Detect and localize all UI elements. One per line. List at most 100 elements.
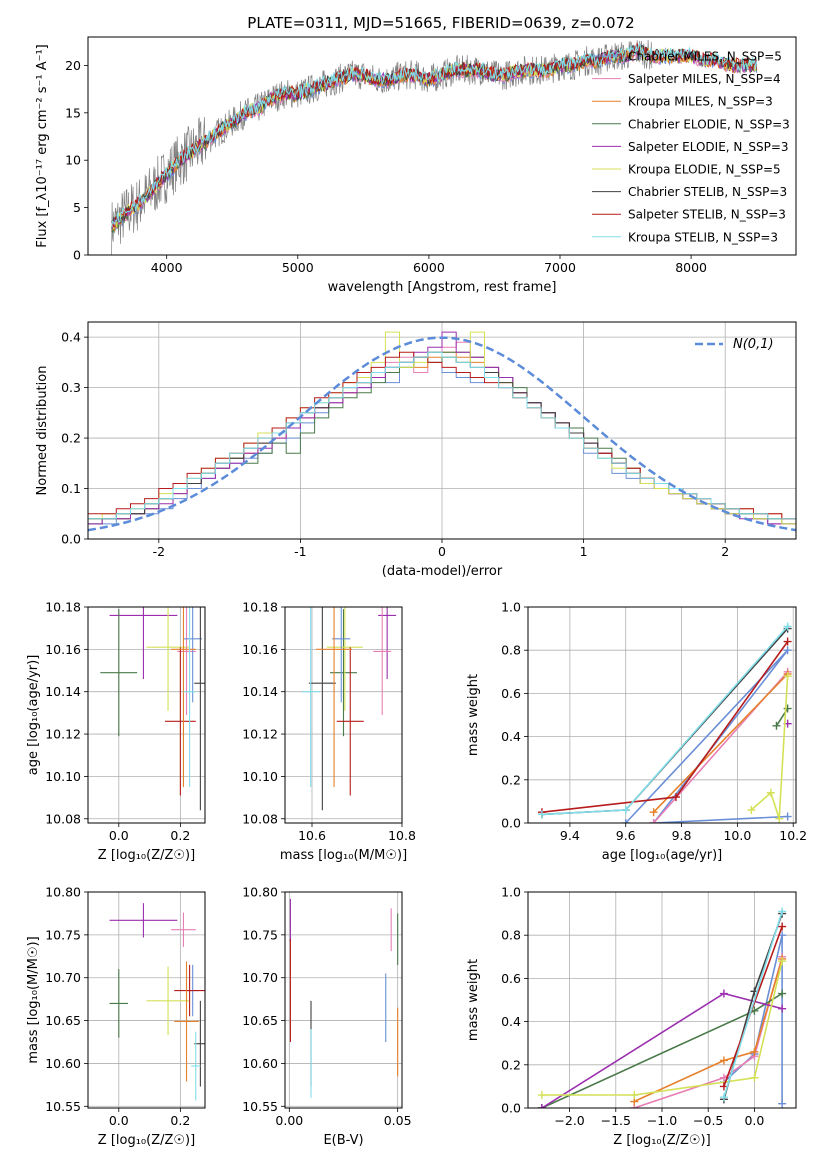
y-tick-label: 0.6 <box>501 971 521 986</box>
y-tick-label: 0.4 <box>501 1014 521 1029</box>
y-tick-label: 10.75 <box>45 927 81 942</box>
y-axis-label: mass weight <box>466 959 481 1041</box>
axes-frame <box>87 321 797 540</box>
weight-marker <box>621 806 630 815</box>
weight-marker <box>783 646 792 655</box>
y-tick-label: 10.65 <box>242 1013 278 1028</box>
x-tick-label: 4000 <box>151 260 183 275</box>
weight-marker <box>630 1091 639 1100</box>
histogram-step <box>88 351 796 539</box>
panel-age_vs_mass: 10.6 10.8 10.08 10.10 10.12 10.14 10.16 10.18 ma… <box>242 600 416 864</box>
y-tick-label: 10.55 <box>242 1099 278 1114</box>
weight-marker <box>750 1073 759 1082</box>
legend-entry: Salpeter ELODIE, N_SSP=3 <box>628 140 789 154</box>
y-tick-label: 0.2 <box>61 431 81 446</box>
x-tick-label: 10.2 <box>779 828 807 843</box>
y-tick-label: 10.70 <box>45 970 81 985</box>
y-tick-label: 0.2 <box>501 772 521 787</box>
y-tick-label: 10.08 <box>45 811 81 826</box>
axes-frame <box>527 606 797 824</box>
plot-area-mass_vs_EBV <box>285 892 402 1108</box>
y-tick-label: 0.4 <box>61 330 81 345</box>
y-tick-label: 20 <box>65 58 81 73</box>
x-axis-label: age [log₁₀(age/yr)] <box>602 848 723 863</box>
y-tick-label: 10.16 <box>45 642 81 657</box>
y-tick-label: 1.0 <box>501 885 521 900</box>
x-tick-label: 6000 <box>413 260 445 275</box>
x-tick-label: 9.4 <box>560 828 580 843</box>
weight-marker <box>778 1004 787 1013</box>
axes-frame <box>284 606 403 824</box>
y-tick-label: 10.65 <box>45 1013 81 1028</box>
weight-marker <box>778 989 787 998</box>
y-axis-label: mass [log₁₀(M/M☉)] <box>26 936 41 1063</box>
x-tick-label: 0.0 <box>109 1113 129 1128</box>
y-tick-label: 1.0 <box>501 600 521 615</box>
axes-frame <box>87 606 206 824</box>
axes-frame <box>87 891 206 1109</box>
x-tick-label: 1 <box>580 544 588 559</box>
weight-marker <box>719 1056 728 1065</box>
x-tick-label: 0.0 <box>744 1113 764 1128</box>
y-tick-label: 10.14 <box>242 684 278 699</box>
panel-residuals: -2 -1 0 1 2 0.0 0.1 0.2 0.3 0.4 (data-model)/error… <box>35 321 797 579</box>
legend-entry: Kroupa ELODIE, N_SSP=5 <box>628 163 781 177</box>
plot-area-massweight_vs_age <box>528 607 796 823</box>
y-axis-label: mass weight <box>466 674 481 756</box>
x-tick-label: 0.0 <box>109 828 129 843</box>
panel-spectrum: 4000 5000 6000 7000 8000 0 5 10 15 20 wavelength [… <box>35 36 797 295</box>
y-axis-label: age [log₁₀(age/yr)] <box>26 655 41 776</box>
weight-line <box>541 628 789 816</box>
x-axis-label: E(B-V) <box>323 1133 363 1148</box>
legend-entry: Chabrier ELODIE, N_SSP=3 <box>628 117 790 131</box>
y-tick-label: 10.75 <box>242 927 278 942</box>
x-axis-label: mass [log₁₀(M/M☉)] <box>280 848 407 863</box>
y-tick-label: 0.8 <box>501 928 521 943</box>
y-tick-label: 10.12 <box>242 727 278 742</box>
weight-marker <box>719 1093 728 1102</box>
y-tick-label: 0.6 <box>501 686 521 701</box>
y-tick-label: 0 <box>73 248 81 263</box>
y-tick-label: 10.18 <box>242 600 278 615</box>
y-axis-label: Flux [f_λ10⁻¹⁷ erg cm⁻² s⁻¹ A⁻¹] <box>35 44 50 248</box>
weight-marker <box>772 721 781 730</box>
x-tick-label: 5000 <box>282 260 314 275</box>
x-tick-label: 9.8 <box>672 828 692 843</box>
plot-area-massweight_vs_Z <box>528 892 796 1108</box>
weight-marker <box>537 1104 546 1108</box>
weight-marker <box>783 622 792 631</box>
plot-area-age_vs_Z <box>88 607 205 823</box>
legend-entry: N(0,1) <box>733 337 774 352</box>
y-tick-label: 10.80 <box>242 885 278 900</box>
y-tick-label: 0.0 <box>501 816 521 831</box>
y-tick-label: 10.08 <box>242 811 278 826</box>
y-tick-label: 0.8 <box>501 643 521 658</box>
weight-line <box>541 625 789 816</box>
y-tick-label: 0.0 <box>501 1101 521 1116</box>
x-tick-label: 7000 <box>544 260 576 275</box>
y-tick-label: 0.4 <box>501 729 521 744</box>
x-tick-label: −2.0 <box>554 1113 584 1128</box>
y-tick-label: 0.0 <box>61 532 81 547</box>
y-axis-label: Normed distribution <box>35 366 50 496</box>
weight-marker <box>719 989 728 998</box>
weight-line <box>723 911 783 1098</box>
x-axis-label: Z [log₁₀(Z/Z☉)] <box>613 1133 710 1148</box>
y-tick-label: 10.60 <box>45 1056 81 1071</box>
x-tick-label: −1.0 <box>647 1113 677 1128</box>
x-tick-label: 10.6 <box>298 828 326 843</box>
weight-marker <box>778 922 787 931</box>
x-tick-label: 0.2 <box>170 828 190 843</box>
y-tick-label: 10.55 <box>45 1099 81 1114</box>
panel-age_vs_Z: 0.0 0.2 10.08 10.10 10.12 10.14 10.16 10.18 Z [l… <box>26 600 206 863</box>
plot-area-spectrum <box>111 39 758 255</box>
x-axis-label: (data-model)/error <box>382 564 503 579</box>
panel-mass_vs_EBV: 0.00 0.05 10.55 10.60 10.65 10.70 10.75 10.80 E(… <box>242 885 411 1149</box>
weight-marker <box>775 814 784 823</box>
weight-marker <box>649 808 658 817</box>
x-axis-label: Z [log₁₀(Z/Z☉)] <box>98 848 195 863</box>
weight-marker <box>649 819 658 823</box>
x-tick-label: 10.8 <box>388 828 416 843</box>
y-tick-label: 10.60 <box>242 1056 278 1071</box>
